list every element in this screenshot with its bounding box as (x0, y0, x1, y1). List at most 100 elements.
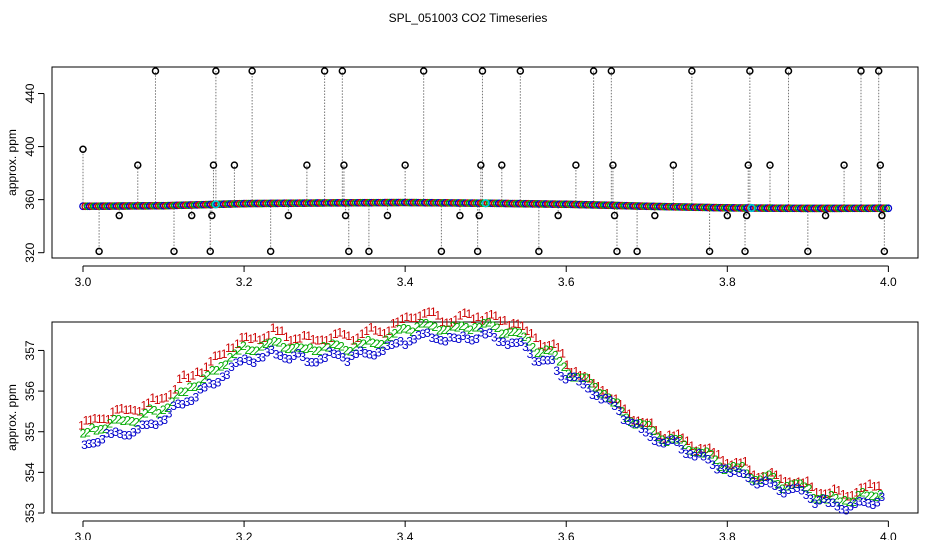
series-3-point: 3 (384, 339, 391, 353)
plot-top-x-tick-label: 4.0 (880, 275, 897, 289)
series-2-point: 2 (289, 341, 296, 355)
series-3-point: 3 (282, 352, 289, 366)
series-3-point: 3 (580, 378, 587, 392)
series-2-point: 2 (659, 433, 666, 447)
series-3-point: 3 (576, 374, 583, 388)
series-1-point: 1 (185, 371, 192, 385)
series-2-point: 2 (516, 326, 523, 340)
series-2-point: 2 (846, 495, 853, 509)
series-2-point: 2 (276, 335, 283, 349)
series-3-point: 3 (371, 348, 378, 362)
series-2-point: 2 (240, 339, 247, 353)
outlier-point (340, 161, 348, 169)
series-1-point: 1 (720, 453, 727, 467)
series-1-point: 1 (261, 331, 268, 345)
series-1-point: 1 (181, 368, 188, 382)
series-2-point: 2 (730, 459, 737, 473)
series-1-point: 1 (515, 317, 522, 331)
series-1-point: 1 (377, 325, 384, 339)
series-3-point: 3 (714, 462, 721, 476)
series-2-point: 2 (329, 337, 336, 351)
series-1-point: 1 (412, 311, 419, 325)
series-2-point: 2 (556, 354, 563, 368)
series-3-point: 3 (691, 450, 698, 464)
baseline-point (880, 204, 888, 213)
series-2-point: 2 (570, 370, 577, 384)
series-1-point: 1 (292, 332, 299, 346)
series-1-point: 1 (461, 306, 468, 320)
series-2-point: 2 (623, 411, 630, 425)
series-2-point: 2 (173, 388, 180, 402)
series-1-point: 1 (109, 405, 116, 419)
series-2-point: 2 (405, 322, 412, 336)
series-1-point: 1 (87, 413, 94, 427)
series-2-point: 2 (111, 413, 118, 427)
series-3-point: 3 (616, 404, 623, 418)
series-2-point: 2 (690, 445, 697, 459)
series-1-point: 1 (243, 330, 250, 344)
outlier-point (723, 211, 732, 220)
series-3-point: 3 (273, 348, 280, 362)
series-3-point: 3 (682, 447, 689, 461)
series-3-point: 3 (255, 351, 262, 365)
series-1-point: 1 (479, 313, 486, 327)
series-2-point: 2 (592, 381, 599, 395)
series-1-point: 1 (234, 337, 241, 351)
series-3-point: 3 (825, 496, 832, 510)
series-3-point: 3 (108, 427, 115, 441)
series-3-point: 3 (803, 488, 810, 502)
series-3-point: 3 (602, 391, 609, 405)
plot-bottom-axes: 3.0 3.2 3.4 3.6 3.8 4.0 353 354 355 356 357 (23, 340, 897, 540)
series-2-point: 2 (775, 478, 782, 492)
series-3-point: 3 (794, 481, 801, 495)
series-3-point: 3 (389, 338, 396, 352)
series-1-point: 1 (439, 315, 446, 329)
series-1-point: 1 (457, 309, 464, 323)
series-1-point: 1 (733, 456, 740, 470)
series-1-point: 1 (176, 372, 183, 386)
series-1-point: 1 (136, 404, 143, 418)
series-3-point: 3 (322, 351, 329, 365)
outlier-point (610, 211, 619, 220)
series-2-point: 2 (645, 419, 652, 433)
outlier-point (516, 67, 525, 75)
series-1-point: 1 (83, 414, 90, 428)
series-1-point: 1 (279, 324, 286, 338)
outlier-point (303, 161, 311, 169)
series-3-point: 3 (878, 490, 885, 504)
outlier-point (609, 161, 617, 169)
series-3-point: 3 (446, 331, 453, 345)
series-1-point: 1 (154, 393, 161, 407)
highlight-point (211, 200, 220, 209)
series-2-point: 2 (320, 340, 327, 354)
series-3-point: 3 (81, 438, 88, 452)
series-3-point: 3 (487, 326, 494, 340)
series-1-point: 1 (105, 412, 112, 426)
series-1-point: 1 (466, 307, 473, 321)
series-2-point: 2 (864, 489, 871, 503)
plot-top-y-tick-label: 320 (23, 242, 37, 262)
series-1-point: 1 (635, 414, 642, 428)
series-2-point: 2 (414, 320, 421, 334)
series-2-point: 2 (783, 480, 790, 494)
series-2-point: 2 (449, 320, 456, 334)
series-1-point: 1 (270, 321, 277, 335)
series-1-point: 1 (172, 382, 179, 396)
series-1-point: 1 (149, 391, 156, 405)
series-2-point: 2 (610, 396, 617, 410)
series-1-point: 1 (492, 309, 499, 323)
series-3-point: 3 (700, 450, 707, 464)
series-1-point: 1 (337, 325, 344, 339)
series-3-point: 3 (469, 334, 476, 348)
plot-bottom: approx. ppm 3.0 3.2 3.4 3.6 3.8 4.03533543553… (5, 305, 919, 540)
series-1-point: 1 (639, 415, 646, 429)
series-1-point: 1 (541, 340, 548, 354)
series-1-point: 1 (501, 314, 508, 328)
series-3-point: 3 (562, 373, 569, 387)
series-3-point: 3 (224, 368, 231, 382)
series-1-point: 1 (822, 487, 829, 501)
series-3-point: 3 (495, 335, 502, 349)
series-3-point: 3 (397, 335, 404, 349)
series-2-point: 2 (521, 330, 528, 344)
series-2-point: 2 (614, 396, 621, 410)
